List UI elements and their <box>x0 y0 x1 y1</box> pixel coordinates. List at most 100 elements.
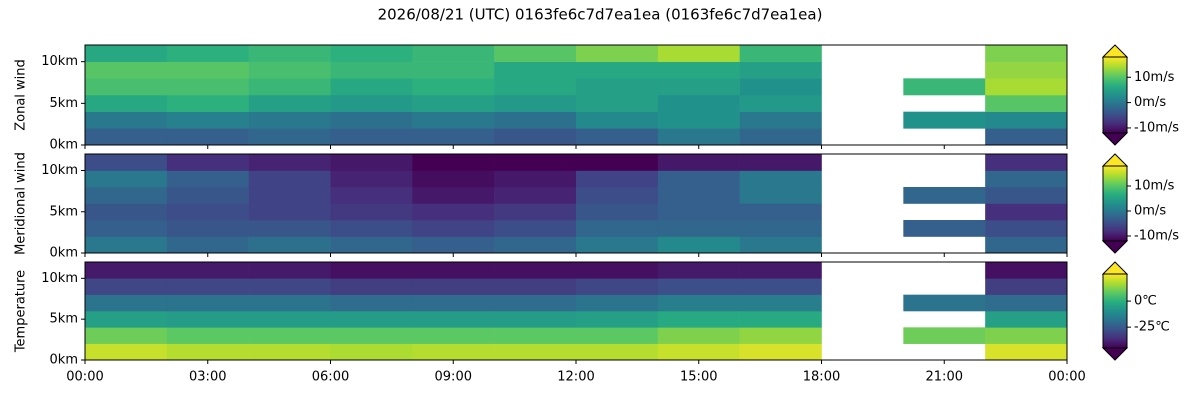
heatmap-cell <box>248 343 331 361</box>
colorbar-extend-bottom <box>1101 347 1129 361</box>
y-axis-label: Meridional wind <box>14 152 29 255</box>
heatmap-cell <box>494 170 577 188</box>
heatmap-cell <box>985 45 1068 62</box>
x-tick-label: 21:00 <box>926 370 963 385</box>
heatmap-cell <box>576 343 659 361</box>
heatmap-cell <box>494 111 577 129</box>
heatmap-cell <box>248 45 331 62</box>
heatmap-cell <box>739 170 822 188</box>
heatmap-cell <box>657 294 740 312</box>
x-tick-label: 09:00 <box>435 370 472 385</box>
x-tick-label: 00:00 <box>1048 370 1085 385</box>
heatmap-cell <box>657 343 740 361</box>
heatmap-cell <box>985 262 1068 279</box>
heatmap-cell <box>494 128 577 146</box>
heatmap-cell <box>657 203 740 221</box>
colorbar-frame <box>1102 166 1128 241</box>
heatmap-cell <box>494 61 577 79</box>
colorbar-frame <box>1102 57 1128 133</box>
heatmap-cell <box>330 111 413 129</box>
heatmap-cell <box>412 203 495 221</box>
y-axis-label: Zonal wind <box>14 59 29 131</box>
heatmap-cell <box>412 327 495 344</box>
heatmap-cell <box>85 294 168 312</box>
heatmap-cell <box>657 78 740 96</box>
heatmap-cell <box>85 78 168 96</box>
heatmap-cell <box>494 278 577 295</box>
heatmap-cell <box>576 128 659 146</box>
x-tick-label: 18:00 <box>803 370 840 385</box>
heatmap-cell <box>985 236 1068 254</box>
heatmap-cell <box>985 111 1068 129</box>
heatmap-cell <box>330 61 413 79</box>
heatmap-cell <box>248 278 331 295</box>
y-axis-label: Temperature <box>14 270 29 353</box>
heatmap-cell <box>330 45 413 62</box>
heatmap-cell <box>248 78 331 96</box>
heatmap-cell <box>739 128 822 146</box>
colorbar <box>1103 57 1127 133</box>
heatmap-cell <box>576 294 659 312</box>
heatmap-cell <box>248 61 331 79</box>
heatmap-cell <box>494 220 577 237</box>
heatmap-cell <box>248 262 331 279</box>
colorbar-extend-top <box>1101 261 1129 275</box>
heatmap-cell <box>739 95 822 112</box>
heatmap-cell <box>330 203 413 221</box>
heatmap-cell <box>248 327 331 344</box>
heatmap-cell <box>576 278 659 295</box>
heatmap-cell <box>494 262 577 279</box>
heatmap-cell <box>903 78 986 96</box>
heatmap-cell <box>166 311 249 328</box>
heatmap-cell <box>85 128 168 146</box>
heatmap-cell <box>903 294 986 312</box>
heatmap-cell <box>248 95 331 112</box>
x-tick-label: 00:00 <box>66 370 103 385</box>
heatmap-cell <box>657 45 740 62</box>
heatmap-cell <box>576 78 659 96</box>
heatmap-cell <box>248 294 331 312</box>
heatmap-cell <box>657 311 740 328</box>
heatmap-cell <box>985 61 1068 79</box>
y-tick-label: 10km <box>41 271 78 286</box>
heatmap-cell <box>657 154 740 171</box>
heatmap-cell <box>985 187 1068 204</box>
colorbar-tick-label: 10m/s <box>1134 70 1175 85</box>
heatmap-cell <box>412 343 495 361</box>
heatmap-cell <box>412 262 495 279</box>
heatmap-cell <box>739 220 822 237</box>
colorbar-tick-label: 0℃ <box>1134 294 1157 309</box>
heatmap-cell <box>494 78 577 96</box>
heatmap-cell <box>985 128 1068 146</box>
heatmap-cell <box>985 78 1068 96</box>
colorbar <box>1103 166 1127 241</box>
heatmap-cell <box>330 220 413 237</box>
heatmap-cell <box>166 327 249 344</box>
y-tick-label: 10km <box>41 163 78 178</box>
heatmap-cell <box>576 45 659 62</box>
heatmap-cell <box>657 61 740 79</box>
heatmap-cell <box>248 236 331 254</box>
heatmap-cell <box>166 220 249 237</box>
heatmap-cell <box>330 236 413 254</box>
heatmap-cell <box>85 187 168 204</box>
heatmap-cell <box>412 78 495 96</box>
heatmap-cell <box>985 327 1068 344</box>
heatmap-cell <box>248 154 331 171</box>
heatmap-cell <box>330 262 413 279</box>
heatmap-cell <box>85 327 168 344</box>
heatmap-cell <box>985 278 1068 295</box>
heatmap-cell <box>576 95 659 112</box>
x-tick-label: 06:00 <box>312 370 349 385</box>
heatmap-cell <box>657 128 740 146</box>
heatmap-cell <box>412 187 495 204</box>
heatmap-cell <box>494 154 577 171</box>
heatmap-cell <box>166 203 249 221</box>
heatmap-cell <box>248 170 331 188</box>
heatmap-cell <box>412 311 495 328</box>
heatmap-cell <box>494 327 577 344</box>
heatmap-cell <box>903 187 986 204</box>
colorbar-extend-top <box>1101 44 1129 58</box>
x-tick-label: 03:00 <box>189 370 226 385</box>
heatmap-cell <box>739 154 822 171</box>
